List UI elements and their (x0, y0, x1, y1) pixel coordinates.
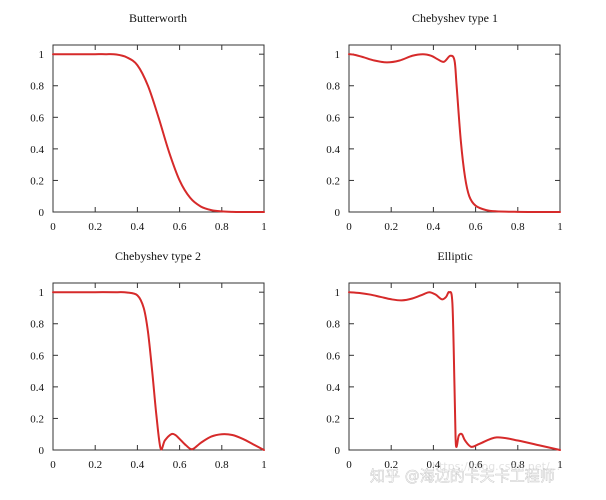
plot-frame (348, 44, 561, 213)
watermark-text: 知乎 @海边的卡夫卡工程师 (370, 467, 555, 485)
y-tick-label: 0.2 (326, 175, 340, 187)
response-line (52, 53, 265, 214)
watermark-url: https://blog.csdn.net/... (432, 460, 560, 473)
y-tick-label: 0 (39, 445, 45, 457)
y-tick-label: 1 (335, 287, 341, 299)
x-tick-label: 0.2 (88, 221, 102, 233)
x-tick-label: 0.2 (384, 459, 398, 471)
chart-panel: Elliptic 0 0.2 0.4 0.6 0.8 1 0 0.2 0.4 0.6 0.8 1 (326, 249, 563, 471)
x-tick-label: 0.6 (173, 221, 187, 233)
x-tick-label: 0 (346, 459, 352, 471)
y-tick-label: 0 (335, 207, 341, 219)
y-tick-label: 0.6 (326, 350, 340, 362)
y-tick-label: 1 (39, 287, 45, 299)
chart-title: Elliptic (437, 249, 472, 263)
y-tick-label: 1 (39, 49, 45, 61)
x-tick-label: 0 (346, 221, 352, 233)
y-tick-label: 0 (39, 207, 45, 219)
x-tick-label: 0.4 (131, 221, 145, 233)
x-tick-label: 1 (557, 221, 563, 233)
x-tick-label: 0.6 (469, 459, 483, 471)
y-tick-label: 0.2 (30, 413, 44, 425)
x-tick-label: 0.8 (511, 221, 525, 233)
y-tick-label: 0.2 (30, 175, 44, 187)
chart-title: Chebyshev type 2 (115, 249, 201, 263)
y-tick-label: 0.2 (326, 413, 340, 425)
chart-panel: Chebyshev type 2 0 0.2 0.4 0.6 0.8 1 0 0.2 0.4 0.6… (30, 249, 267, 471)
x-tick-label: 0 (50, 459, 56, 471)
chart-panel: Butterworth 0 0.2 0.4 0.6 0.8 1 0 0.2 0.4 0.6 0.8 1 (30, 11, 267, 233)
x-tick-label: 0.6 (469, 221, 483, 233)
x-tick-label: 0.8 (215, 221, 229, 233)
x-tick-label: 0.6 (173, 459, 187, 471)
x-tick-label: 0.2 (384, 221, 398, 233)
x-tick-label: 0.4 (427, 221, 441, 233)
y-tick-label: 0.6 (326, 112, 340, 124)
plot-frame (52, 44, 265, 213)
x-tick-label: 0.8 (215, 459, 229, 471)
x-tick-label: 0.8 (511, 459, 525, 471)
response-line (52, 291, 265, 451)
x-tick-label: 0.4 (427, 459, 441, 471)
y-tick-label: 0 (335, 445, 341, 457)
y-tick-label: 1 (335, 49, 341, 61)
x-tick-label: 0.2 (88, 459, 102, 471)
y-tick-label: 0.8 (30, 319, 44, 331)
y-tick-label: 0.6 (30, 112, 44, 124)
x-tick-label: 0.4 (131, 459, 145, 471)
y-tick-label: 0.4 (326, 144, 340, 156)
y-tick-label: 0.8 (30, 81, 44, 93)
chart-title: Butterworth (129, 11, 187, 25)
x-tick-label: 1 (557, 459, 563, 471)
chart-title: Chebyshev type 1 (412, 11, 498, 25)
x-tick-label: 0 (50, 221, 56, 233)
x-tick-label: 1 (261, 459, 267, 471)
response-line (348, 53, 561, 214)
response-line (348, 290, 561, 451)
x-tick-label: 1 (261, 221, 267, 233)
y-tick-label: 0.4 (30, 382, 44, 394)
plot-frame (52, 282, 265, 451)
y-tick-label: 0.8 (326, 81, 340, 93)
watermark: https://blog.csdn.net/... 知乎 @海边的卡夫卡工程师 (370, 460, 560, 485)
chart-panel: Chebyshev type 1 0 0.2 0.4 0.6 0.8 1 0 0.2 0.4 0.6… (326, 11, 563, 233)
y-tick-label: 0.8 (326, 319, 340, 331)
y-tick-label: 0.6 (30, 350, 44, 362)
y-tick-label: 0.4 (326, 382, 340, 394)
y-tick-label: 0.4 (30, 144, 44, 156)
